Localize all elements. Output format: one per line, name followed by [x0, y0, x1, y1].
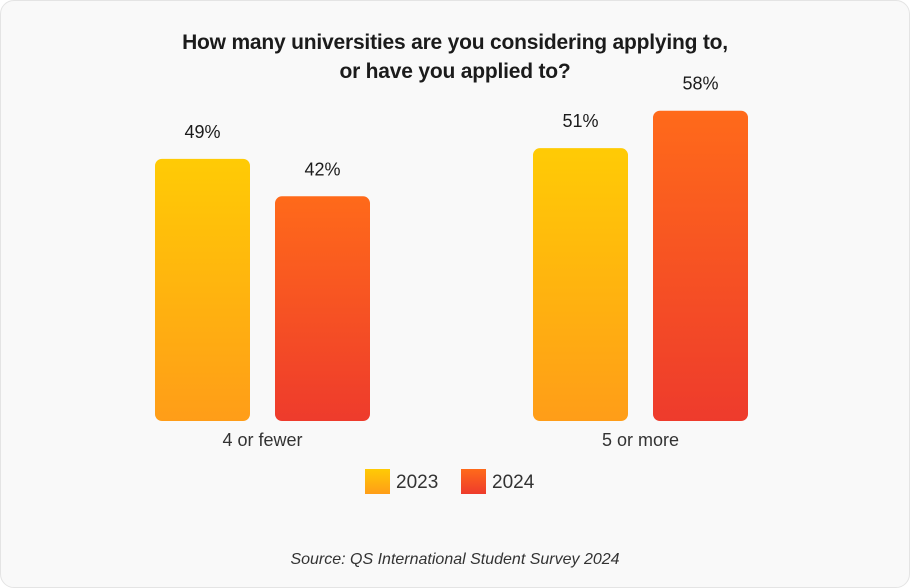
data-label-2024-0: 42%: [304, 159, 340, 179]
bar-2023-1: [533, 148, 628, 421]
chart-title-line-1: How many universities are you considerin…: [182, 31, 728, 54]
bar-2023-0: [155, 158, 250, 421]
data-label-2023-1: 51%: [562, 111, 598, 131]
legend-label-2023: 2023: [396, 472, 438, 493]
category-label-0: 4 or fewer: [222, 430, 302, 450]
bar-2024-0: [275, 196, 370, 421]
bar-2024-1: [653, 110, 748, 421]
legend-label-2024: 2024: [492, 472, 535, 493]
legend-swatch-2024: [461, 469, 486, 494]
chart-title: How many universities are you considerin…: [0, 28, 910, 86]
chart-title-line-2: or have you applied to?: [339, 60, 571, 83]
legend-swatch-2023: [365, 469, 390, 494]
source-note: Source: QS International Student Survey …: [290, 551, 620, 568]
category-label-1: 5 or more: [602, 430, 679, 450]
legend: 2023 2024: [365, 469, 535, 494]
data-label-2023-0: 49%: [184, 122, 220, 142]
data-label-2024-1: 58%: [682, 74, 718, 94]
